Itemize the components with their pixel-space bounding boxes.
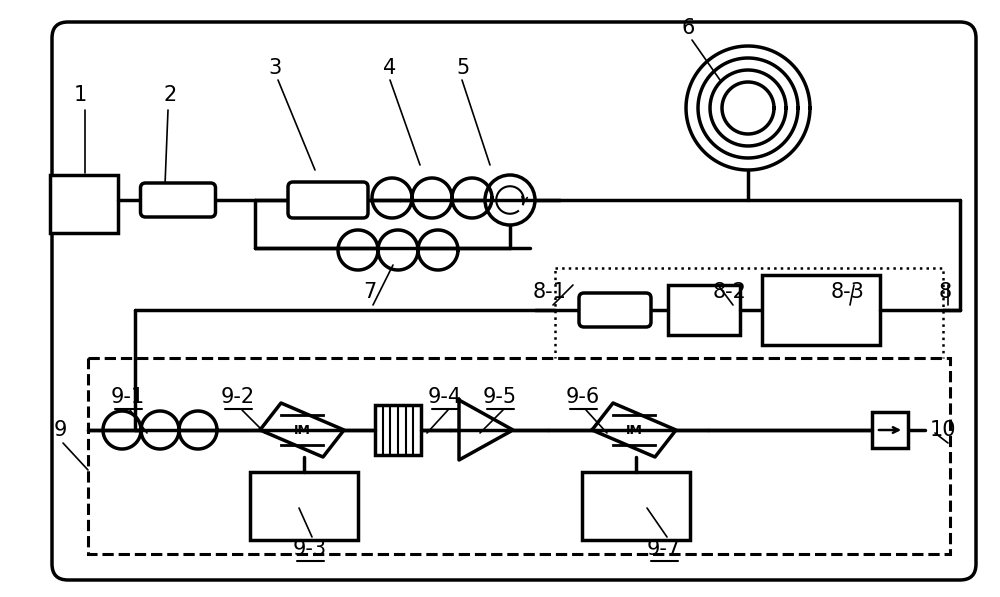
Bar bbox=[555, 268, 943, 386]
Text: 9-4: 9-4 bbox=[428, 387, 462, 407]
Text: 8-2: 8-2 bbox=[713, 282, 747, 302]
Text: 6: 6 bbox=[681, 18, 695, 38]
Bar bbox=[582, 472, 690, 540]
Bar bbox=[88, 358, 950, 554]
Text: 4: 4 bbox=[383, 58, 397, 78]
Text: 8: 8 bbox=[938, 282, 952, 302]
Text: 8-3: 8-3 bbox=[831, 282, 865, 302]
Text: IM: IM bbox=[294, 423, 310, 436]
FancyBboxPatch shape bbox=[52, 22, 976, 580]
Bar bbox=[375, 405, 421, 455]
Text: 9-3: 9-3 bbox=[293, 539, 327, 559]
Text: 10: 10 bbox=[930, 420, 956, 440]
Text: 9-2: 9-2 bbox=[221, 387, 255, 407]
Text: IM: IM bbox=[626, 423, 642, 436]
Text: 2: 2 bbox=[163, 85, 177, 105]
Text: 9: 9 bbox=[53, 420, 67, 440]
Bar bbox=[668, 285, 740, 335]
Text: 8-1: 8-1 bbox=[533, 282, 567, 302]
Text: 5: 5 bbox=[456, 58, 470, 78]
FancyBboxPatch shape bbox=[140, 183, 216, 217]
Bar bbox=[50, 175, 118, 233]
Text: 9-7: 9-7 bbox=[647, 539, 681, 559]
Text: 3: 3 bbox=[268, 58, 282, 78]
Bar bbox=[250, 472, 358, 540]
Text: 7: 7 bbox=[363, 282, 377, 302]
FancyBboxPatch shape bbox=[579, 293, 651, 327]
Text: 1: 1 bbox=[73, 85, 87, 105]
Text: 9-5: 9-5 bbox=[483, 387, 517, 407]
Text: 9-6: 9-6 bbox=[566, 387, 600, 407]
FancyBboxPatch shape bbox=[288, 182, 368, 218]
Text: 9-1: 9-1 bbox=[111, 387, 145, 407]
Bar bbox=[762, 275, 880, 345]
Bar bbox=[872, 412, 908, 448]
